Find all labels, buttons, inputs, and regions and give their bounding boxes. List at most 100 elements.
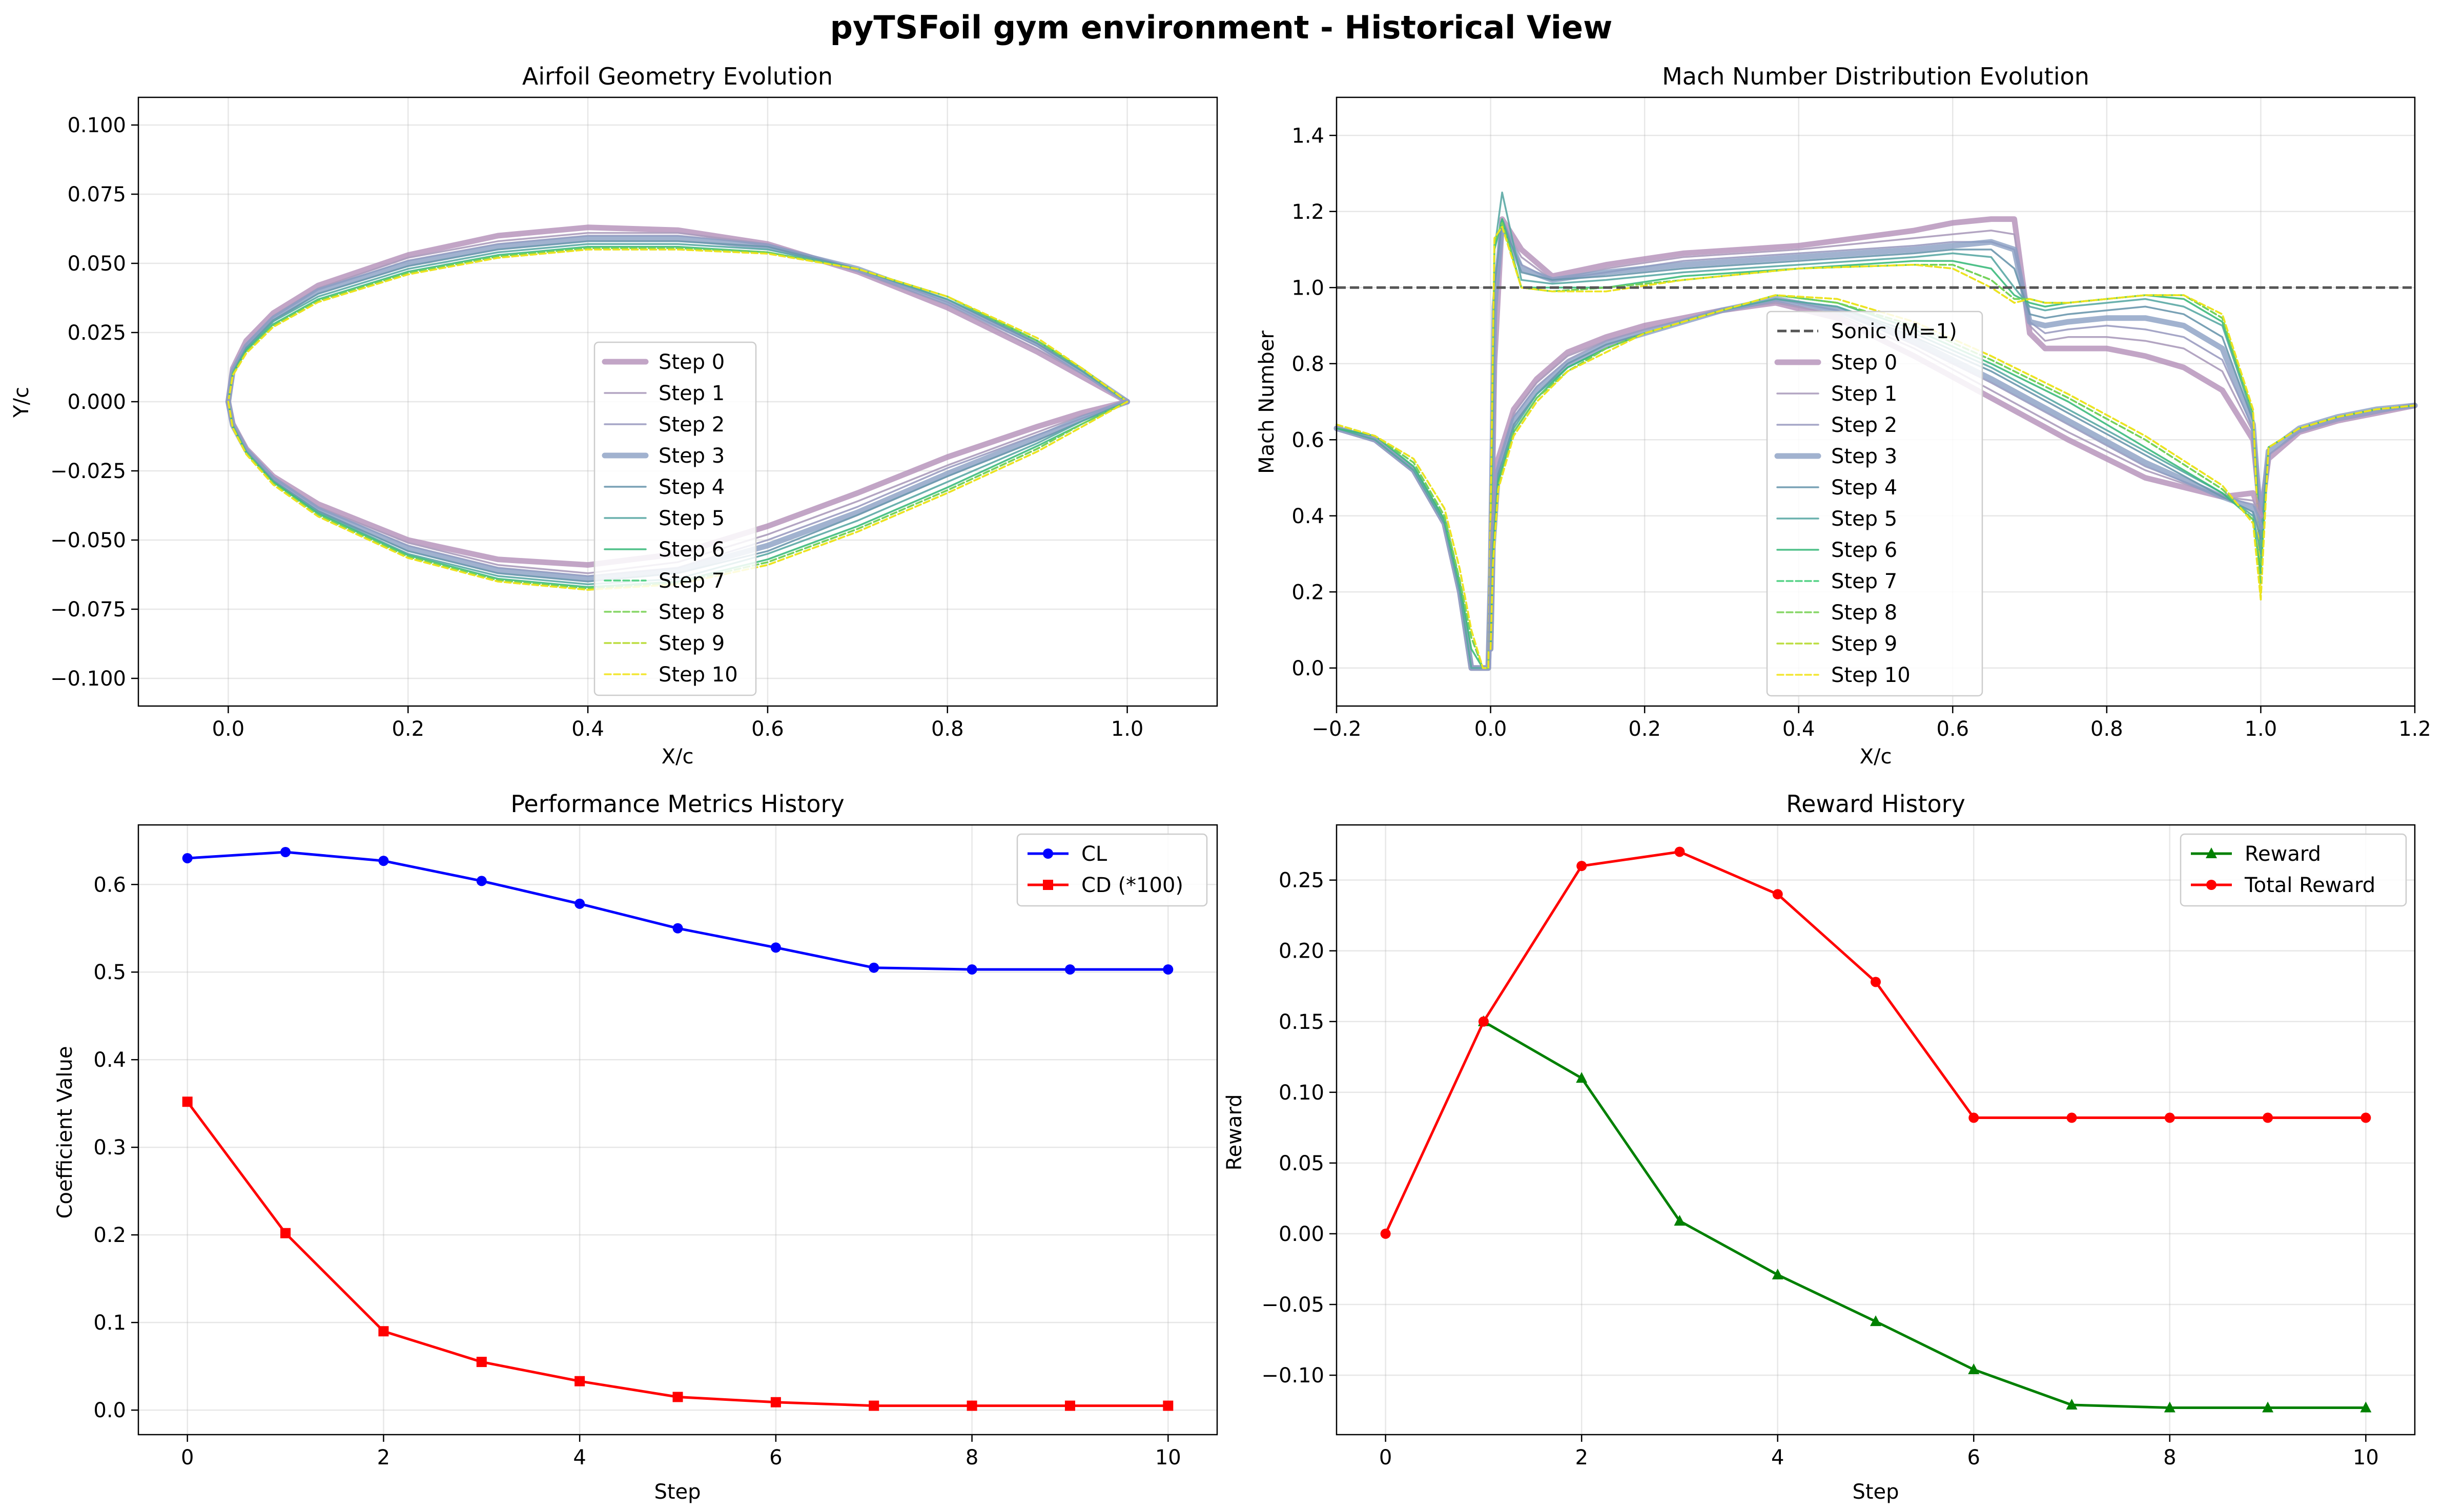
data-point-total-reward (2164, 1112, 2175, 1123)
grid (138, 825, 1217, 1435)
data-point-reward (2262, 1401, 2274, 1413)
y-tick-label: 0.1 (93, 1311, 126, 1335)
legend-label-step-10: Step 10 (659, 663, 738, 687)
legend: Sonic (M=1) Step 0 Step 1 Step 2 Step 3 Step … (1766, 310, 1983, 697)
mach-lower-line-step-10 (1489, 294, 2262, 650)
geometry-plot: 0.0 0.2 0.4 0.6 0.8 1.0 −0.100 −0.075 −0.050 −0.0… (50, 96, 1218, 741)
data-point-cd-100 (1163, 1400, 1174, 1411)
y-tick-label: −0.025 (50, 460, 126, 483)
data-point-cd-100 (967, 1400, 977, 1411)
data-point-cl (1163, 964, 1174, 975)
legend-label-total-reward: Total Reward (2244, 874, 2375, 897)
data-point-cd-100 (672, 1392, 683, 1402)
x-tick-label: 8 (966, 1446, 978, 1469)
legend-label-step-9: Step 9 (1831, 632, 1897, 656)
data-point-reward (2066, 1399, 2078, 1410)
geometry-ylabel: Y/c (10, 387, 33, 418)
legend-label-sonic: Sonic (M=1) (1831, 320, 1957, 343)
data-point-cd-100 (1064, 1400, 1075, 1411)
data-point-cl (1064, 964, 1075, 975)
reward-ylabel: Reward (1223, 1094, 1246, 1171)
performance-ylabel: Coefficient Value (53, 1046, 77, 1219)
legend-label-step-5: Step 5 (659, 507, 725, 530)
performance-xlabel: Step (654, 1480, 701, 1504)
x-tick-label: 1.0 (1111, 717, 1144, 741)
plot-area (225, 224, 1131, 591)
legend-label-step-5: Step 5 (1831, 507, 1897, 531)
geometry-xlabel: X/c (662, 745, 694, 769)
y-tick-label: 0.15 (1279, 1010, 1324, 1034)
x-tick-label: 0.2 (1628, 717, 1661, 741)
legend-label-step-0: Step 0 (659, 350, 725, 374)
legend-marker-cd-100 (1043, 880, 1053, 890)
legend-box (593, 341, 757, 696)
x-tick-label: 6 (1967, 1446, 1980, 1469)
mach-plot: −0.2 0.0 0.2 0.4 0.6 0.8 1.0 1.2 0.0 0.2 0.4 0.6 0.8… (1291, 96, 2431, 741)
series-line-reward (1483, 1020, 2366, 1409)
legend-label-step-3: Step 3 (1831, 445, 1897, 468)
y-tick-label: 0.2 (1291, 581, 1324, 604)
x-tick-label: 0 (1379, 1446, 1392, 1469)
data-point-cl (280, 847, 291, 858)
performance-plot: 0 2 4 6 8 10 0.0 0.1 0.2 0.3 0.4 0.5 0.6 CL CD (*100) (93, 824, 1218, 1469)
data-point-total-reward (2360, 1112, 2371, 1123)
legend-label-step-7: Step 7 (659, 569, 725, 593)
x-tick-label: 8 (2163, 1446, 2176, 1469)
data-point-cd-100 (476, 1357, 487, 1368)
x-tick-label: 10 (2353, 1446, 2379, 1469)
legend-label-step-8: Step 8 (659, 600, 725, 624)
y-tick-label: −0.075 (50, 598, 126, 622)
y-tick-label: 0.25 (1279, 869, 1324, 893)
data-point-cl (672, 923, 683, 934)
data-point-cl (869, 962, 879, 973)
reward-xlabel: Step (1852, 1480, 1899, 1504)
x-tick-label: 10 (1155, 1446, 1181, 1469)
y-tick-label: 0.20 (1279, 940, 1324, 963)
y-tick-label: 0.05 (1279, 1152, 1324, 1175)
legend: Reward Total Reward (2180, 833, 2407, 907)
x-tick-label: 0.8 (2090, 717, 2123, 741)
x-tick-label: 0.8 (931, 717, 964, 741)
axes-frame (1336, 824, 2416, 1436)
x-tick-label: 1.0 (2245, 717, 2277, 741)
y-tick-label: 0.00 (1279, 1223, 1324, 1246)
x-tick-label: 1.2 (2398, 717, 2431, 741)
y-tick-label: 0.8 (1291, 353, 1324, 376)
y-tick-label: 0.025 (67, 321, 126, 345)
data-point-cd-100 (574, 1376, 585, 1386)
data-point-total-reward (2066, 1112, 2077, 1123)
data-point-cd-100 (280, 1228, 291, 1238)
mach-ylabel: Mach Number (1255, 330, 1279, 474)
data-point-cl (574, 898, 585, 909)
data-point-total-reward (1674, 846, 1685, 857)
geometry-lower-line-step-10 (227, 401, 1128, 591)
data-point-total-reward (1968, 1112, 1979, 1123)
x-tick-label: 0.0 (1474, 717, 1507, 741)
data-point-reward (1772, 1269, 1783, 1280)
mach-title: Mach Number Distribution Evolution (1662, 63, 2089, 90)
y-tick-label: 0.0 (93, 1399, 126, 1422)
data-point-reward (2164, 1401, 2175, 1413)
x-tick-label: 0.0 (212, 717, 245, 741)
data-point-cl (476, 876, 487, 886)
mach-xlabel: X/c (1860, 745, 1892, 769)
legend-label-step-4: Step 4 (659, 475, 725, 499)
legend-box (1016, 833, 1208, 907)
data-point-total-reward (1871, 977, 1881, 987)
geometry-upper-line-step-10 (227, 248, 1128, 403)
x-tick-label: 0.2 (392, 717, 424, 741)
data-point-total-reward (1576, 861, 1587, 872)
legend-label-step-1: Step 1 (659, 382, 725, 405)
data-point-reward (1576, 1072, 1588, 1083)
performance-title: Performance Metrics History (510, 790, 844, 818)
data-point-reward (1870, 1315, 1881, 1327)
data-point-cl (770, 942, 781, 953)
legend: CL CD (*100) (1016, 833, 1208, 907)
data-point-total-reward (1380, 1228, 1391, 1239)
y-tick-label: 0.6 (1291, 428, 1324, 452)
x-tick-label: 4 (1771, 1446, 1784, 1469)
data-point-total-reward (2263, 1112, 2273, 1123)
legend-box (2180, 833, 2407, 907)
y-tick-label: 0.050 (67, 252, 126, 276)
data-point-cl (967, 964, 977, 975)
